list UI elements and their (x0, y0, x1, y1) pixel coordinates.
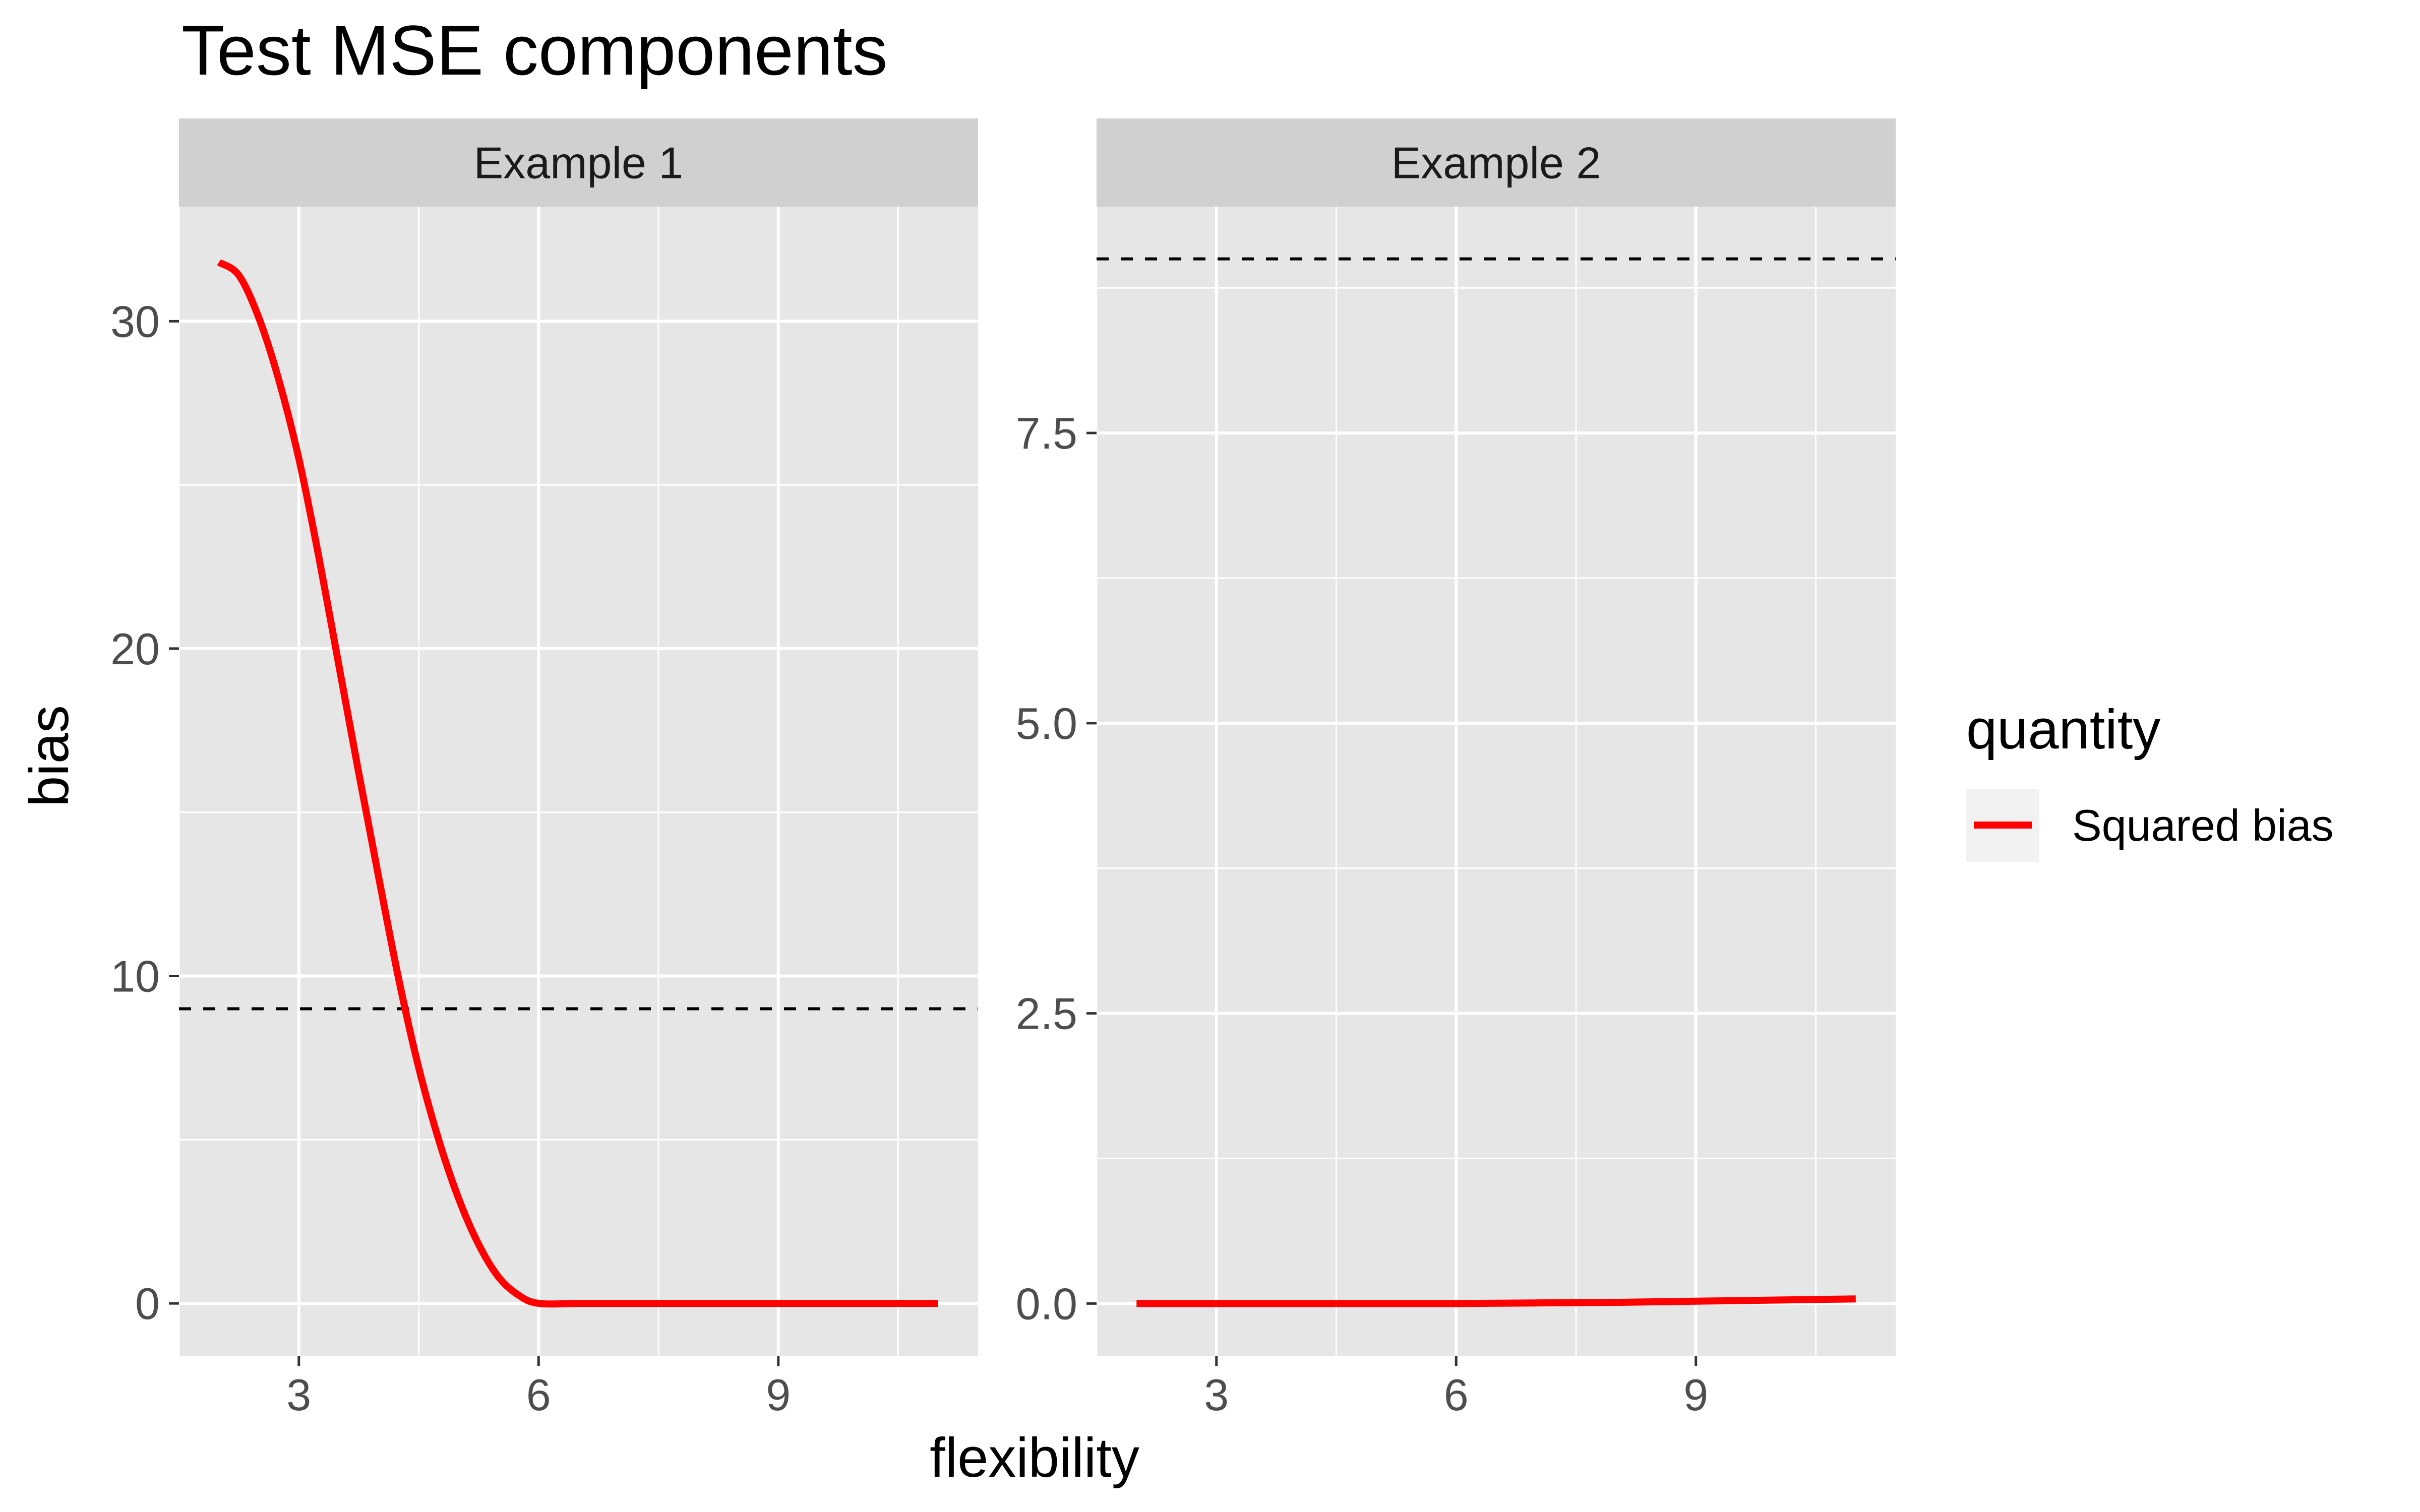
facet-strip-label: Example 2 (1392, 138, 1601, 188)
legend: quantity Squared bias (1966, 699, 2334, 862)
x-tick-label: 6 (1444, 1370, 1469, 1420)
x-tick-label: 3 (1204, 1370, 1229, 1420)
legend-entry-label: Squared bias (2072, 800, 2334, 850)
panel-background (179, 207, 978, 1356)
series-line-squared-bias (1136, 1295, 1856, 1307)
y-tick-label: 2.5 (1016, 989, 1077, 1039)
legend-entries: Squared bias (1966, 789, 2334, 862)
facet-panels: Example 1 3 6 9 0 10 20 30 Example 2 3 6 9 0.0 2.5 5.0… (110, 118, 1896, 1420)
y-tick-label: 0 (135, 1279, 160, 1329)
legend-title: quantity (1966, 699, 2160, 761)
y-tick-label: 7.5 (1016, 408, 1077, 458)
series-line-squared-bias (217, 259, 938, 1308)
x-tick-label: 9 (766, 1370, 791, 1420)
y-axis-title: bias (18, 705, 80, 807)
y-tick-label: 10 (110, 951, 160, 1001)
panel-1: Example 1 3 6 9 0 10 20 30 (110, 118, 978, 1420)
panel-background (1097, 207, 1896, 1356)
facet-strip-bg (179, 118, 978, 207)
plot-title: Test MSE components (182, 11, 888, 90)
facet-strip-label: Example 1 (474, 138, 684, 188)
x-tick-label: 9 (1683, 1370, 1708, 1420)
y-tick-label: 0.0 (1016, 1279, 1077, 1329)
facet-strip-bg (1097, 118, 1896, 207)
x-tick-label: 3 (286, 1370, 311, 1420)
y-tick-label: 5.0 (1016, 699, 1077, 748)
y-tick-label: 30 (110, 296, 160, 346)
x-axis-title: flexibility (930, 1427, 1139, 1489)
x-tick-label: 6 (526, 1370, 551, 1420)
y-tick-label: 20 (110, 624, 160, 674)
panel-2: Example 2 3 6 9 0.0 2.5 5.0 7.5 (1016, 118, 1896, 1420)
